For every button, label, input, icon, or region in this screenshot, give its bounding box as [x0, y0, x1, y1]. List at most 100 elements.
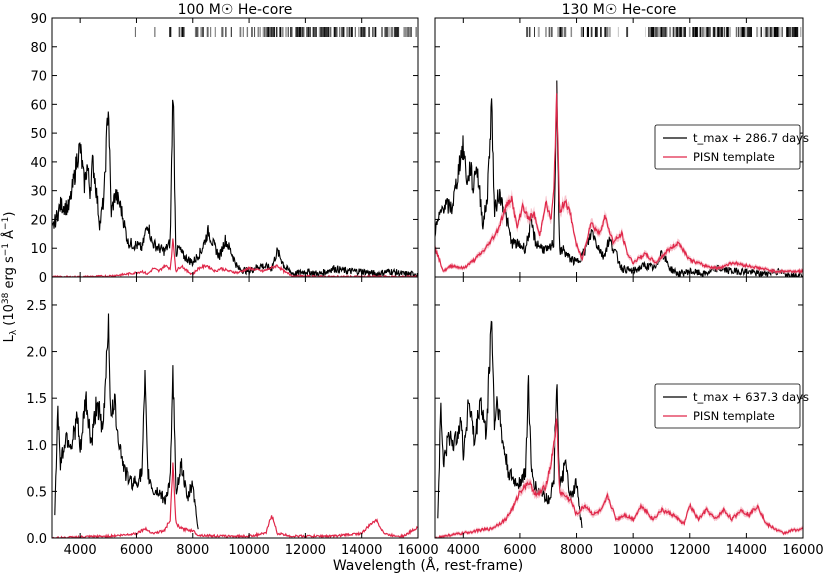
x-tick-label: 4000	[64, 543, 97, 558]
y-tick-label: 0.0	[26, 532, 47, 547]
telluric-tick	[660, 27, 662, 37]
telluric-tick	[703, 27, 705, 37]
y-tick-label: 1.5	[26, 392, 47, 407]
x-tick-label: 8000	[176, 543, 209, 558]
telluric-tick	[257, 27, 260, 37]
telluric-tick	[770, 27, 772, 37]
x-tick: 14000	[341, 277, 382, 558]
telluric-tick	[210, 27, 212, 37]
telluric-tick	[702, 27, 704, 37]
telluric-tick	[323, 27, 325, 37]
legend-template-label: PISN template	[693, 150, 775, 164]
y-tick: 1.0	[26, 439, 418, 454]
telluric-tick	[169, 27, 171, 37]
telluric-tick	[384, 27, 387, 37]
telluric-tick	[221, 27, 224, 37]
telluric-tick	[403, 27, 405, 37]
telluric-tick	[264, 27, 267, 37]
x-tick-label: 14000	[341, 543, 382, 558]
telluric-tick	[170, 27, 172, 37]
telluric-tick	[369, 27, 371, 37]
axes-frame	[51, 17, 419, 278]
telluric-tick	[657, 27, 659, 37]
telluric-tick	[272, 27, 274, 37]
telluric-tick	[699, 27, 702, 37]
telluric-tick	[395, 27, 397, 37]
y-tick-label: 0	[39, 271, 47, 286]
telluric-tick	[389, 27, 391, 37]
telluric-tick	[206, 27, 209, 37]
telluric-tick	[792, 27, 795, 37]
telluric-tick	[749, 27, 751, 37]
telluric-tick	[608, 27, 610, 37]
observed-spectrum-line	[437, 320, 583, 528]
pisn-template-line	[52, 238, 418, 277]
telluric-tick	[750, 27, 752, 37]
telluric-tick	[741, 27, 745, 37]
telluric-tick	[776, 27, 779, 37]
telluric-tick	[707, 27, 709, 37]
y-tick: 40	[30, 156, 418, 171]
telluric-tick	[290, 27, 292, 37]
x-tick-label: 16000	[397, 543, 438, 558]
telluric-tick	[320, 27, 322, 37]
telluric-tick	[738, 27, 740, 37]
legend-box	[654, 124, 801, 170]
telluric-tick	[740, 27, 741, 37]
telluric-tick	[372, 27, 374, 37]
telluric-tick	[202, 27, 203, 37]
y-tick: 60	[30, 98, 418, 113]
telluric-tick	[254, 27, 256, 37]
panel-top-left: 0 10 20 30 40 50 60 70 80 90 100 M☉ He-core	[30, 2, 419, 286]
telluric-tick	[391, 27, 393, 37]
telluric-tick	[354, 27, 356, 37]
telluric-tick	[328, 27, 329, 37]
y-tick-label: 40	[30, 156, 47, 171]
telluric-tick	[716, 27, 719, 37]
telluric-tick	[655, 27, 657, 37]
telluric-tick	[664, 27, 666, 37]
x-tick-label: 6000	[503, 543, 536, 558]
y-tick: 10	[30, 242, 418, 257]
y-tick: 70	[30, 70, 418, 85]
telluric-tick	[718, 27, 721, 37]
telluric-tick	[582, 27, 584, 37]
observed-spectrum-line	[54, 313, 199, 530]
y-tick: 30	[30, 185, 418, 200]
x-tick: 6000	[503, 277, 536, 558]
telluric-tick	[299, 27, 301, 37]
telluric-tick	[246, 27, 249, 37]
telluric-tick	[705, 27, 708, 37]
telluric-tick	[663, 27, 665, 37]
telluric-tick	[545, 27, 547, 37]
telluric-tick	[287, 27, 289, 37]
telluric-tick	[591, 27, 593, 37]
x-tick-label: 10000	[228, 543, 269, 558]
telluric-tick	[302, 27, 305, 37]
x-tick: 12000	[669, 277, 710, 558]
telluric-tick	[772, 27, 774, 37]
telluric-tick	[557, 27, 561, 37]
x-tick: 10000	[612, 277, 654, 558]
panel-top-right: 130 M☉ He-core t_max + 286.7 days PISN tem…	[434, 2, 809, 278]
telluric-tick	[793, 27, 796, 37]
telluric-tick	[786, 27, 789, 37]
telluric-tick	[408, 27, 410, 37]
x-tick: 4000	[64, 277, 97, 558]
pisn-template-line	[435, 418, 803, 538]
telluric-tick	[154, 27, 156, 37]
telluric-tick	[559, 27, 562, 37]
telluric-tick	[319, 27, 321, 37]
telluric-tick	[279, 27, 282, 37]
x-tick: 8000	[176, 277, 209, 558]
telluric-tick	[200, 27, 202, 37]
legend-observed-label: t_max + 637.3 days	[693, 390, 809, 404]
telluric-tick	[693, 27, 696, 37]
telluric-tick	[301, 27, 304, 37]
telluric-tick	[326, 27, 329, 37]
telluric-tick	[600, 27, 602, 37]
x-tick: 14000	[726, 277, 767, 558]
telluric-tick	[251, 27, 253, 37]
telluric-tick	[689, 27, 691, 37]
telluric-tick	[388, 27, 389, 37]
